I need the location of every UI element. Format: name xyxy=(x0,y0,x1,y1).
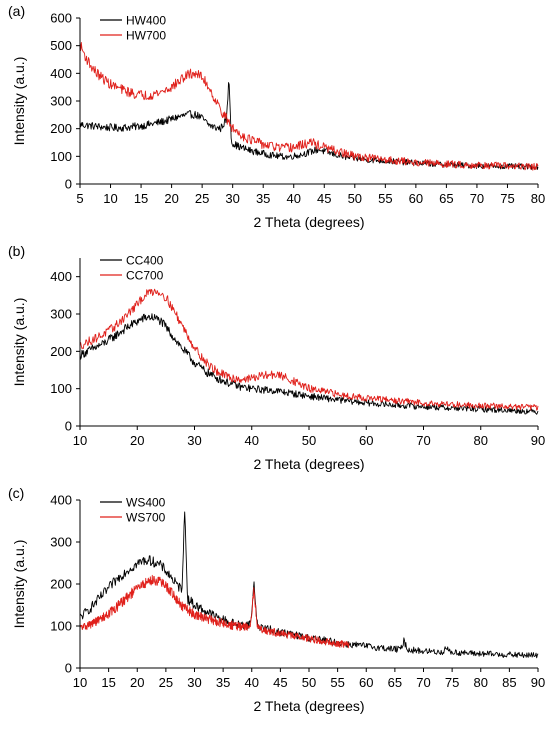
x-tick-label: 90 xyxy=(531,433,545,448)
legend-entry: HW700 xyxy=(126,29,166,43)
panel-c: 10 15 20 25 30 35 40 45 50 55 60 65 70 75 80 85 90 0 100 20… xyxy=(8,485,545,714)
y-tick-label: 200 xyxy=(50,344,72,359)
y-tick-label: 0 xyxy=(65,419,72,434)
series-line-hw400 xyxy=(79,82,539,170)
y-tick-label: 300 xyxy=(50,535,72,550)
x-tick-label: 25 xyxy=(195,191,209,206)
x-tick-label: 55 xyxy=(330,675,344,690)
y-tick-label: 600 xyxy=(50,11,72,26)
x-tick-label: 30 xyxy=(187,433,201,448)
y-axis-title: Intensity (a.u.) xyxy=(11,57,27,146)
x-tick-label: 15 xyxy=(134,191,148,206)
x-tick-label: 25 xyxy=(159,675,173,690)
x-tick-label: 45 xyxy=(317,191,331,206)
x-tick-label: 5 xyxy=(76,191,83,206)
legend-entry: WS700 xyxy=(126,511,166,525)
y-axis-title: Intensity (a.u.) xyxy=(11,540,27,629)
x-tick-label: 60 xyxy=(359,675,373,690)
x-tick-label: 20 xyxy=(130,433,144,448)
y-tick-label: 0 xyxy=(65,661,72,676)
x-tick-label: 35 xyxy=(256,191,270,206)
y-tick-label: 100 xyxy=(50,381,72,396)
x-tick-label: 80 xyxy=(531,191,545,206)
legend-entry: WS400 xyxy=(126,496,166,510)
x-tick-label: 60 xyxy=(359,433,373,448)
y-tick-label: 100 xyxy=(50,149,72,164)
x-tick-label: 15 xyxy=(101,675,115,690)
panel-label: (a) xyxy=(8,3,25,19)
x-tick-label: 40 xyxy=(245,675,259,690)
series-line-ws400 xyxy=(79,511,539,659)
x-tick-label: 35 xyxy=(216,675,230,690)
legend-entry: HW400 xyxy=(126,14,166,28)
x-tick-label: 80 xyxy=(474,433,488,448)
series-line-hw700 xyxy=(79,41,539,171)
y-axis-title: Intensity (a.u.) xyxy=(11,298,27,387)
x-tick-label: 60 xyxy=(409,191,423,206)
x-tick-label: 85 xyxy=(502,675,516,690)
x-tick-label: 65 xyxy=(439,191,453,206)
legend-entry: CC700 xyxy=(126,269,164,283)
x-tick-label: 45 xyxy=(273,675,287,690)
series-line-cc400 xyxy=(79,313,539,415)
x-tick-label: 50 xyxy=(302,433,316,448)
y-tick-label: 300 xyxy=(50,307,72,322)
x-tick-label: 10 xyxy=(103,191,117,206)
y-tick-label: 400 xyxy=(50,493,72,508)
x-tick-label: 50 xyxy=(302,675,316,690)
y-tick-label: 100 xyxy=(50,619,72,634)
x-tick-label: 75 xyxy=(500,191,514,206)
panel-b: 10 20 30 40 50 60 70 80 90 0 100 200 300 400 2 Theta (… xyxy=(8,243,545,472)
x-tick-label: 20 xyxy=(164,191,178,206)
panel-label: (c) xyxy=(8,485,24,501)
y-tick-label: 500 xyxy=(50,38,72,53)
x-tick-label: 30 xyxy=(187,675,201,690)
x-axis-title: 2 Theta (degrees) xyxy=(253,214,364,230)
x-tick-label: 80 xyxy=(474,675,488,690)
y-tick-label: 200 xyxy=(50,577,72,592)
x-tick-label: 55 xyxy=(378,191,392,206)
x-axis-title: 2 Theta (degrees) xyxy=(253,456,364,472)
x-tick-label: 40 xyxy=(245,433,259,448)
y-tick-label: 0 xyxy=(65,177,72,192)
x-tick-label: 20 xyxy=(130,675,144,690)
x-tick-label: 70 xyxy=(416,433,430,448)
y-tick-label: 400 xyxy=(50,66,72,81)
x-tick-label: 70 xyxy=(416,675,430,690)
x-tick-label: 70 xyxy=(470,191,484,206)
series-line-ws700 xyxy=(79,574,350,649)
panel-label: (b) xyxy=(8,243,25,259)
y-tick-label: 300 xyxy=(50,94,72,109)
x-tick-label: 65 xyxy=(388,675,402,690)
x-tick-label: 75 xyxy=(445,675,459,690)
x-tick-label: 40 xyxy=(286,191,300,206)
x-tick-label: 50 xyxy=(348,191,362,206)
x-tick-label: 90 xyxy=(531,675,545,690)
x-tick-label: 10 xyxy=(73,433,87,448)
x-tick-label: 30 xyxy=(225,191,239,206)
series-line-cc700 xyxy=(79,288,539,411)
legend-entry: CC400 xyxy=(126,254,164,268)
panel-a: 5 10 15 20 25 30 35 40 45 50 55 60 65 70 75 80 0 100 200 30… xyxy=(8,3,545,230)
x-axis-title: 2 Theta (degrees) xyxy=(253,698,364,714)
y-tick-label: 400 xyxy=(50,269,72,284)
y-tick-label: 200 xyxy=(50,121,72,136)
x-tick-label: 10 xyxy=(73,675,87,690)
